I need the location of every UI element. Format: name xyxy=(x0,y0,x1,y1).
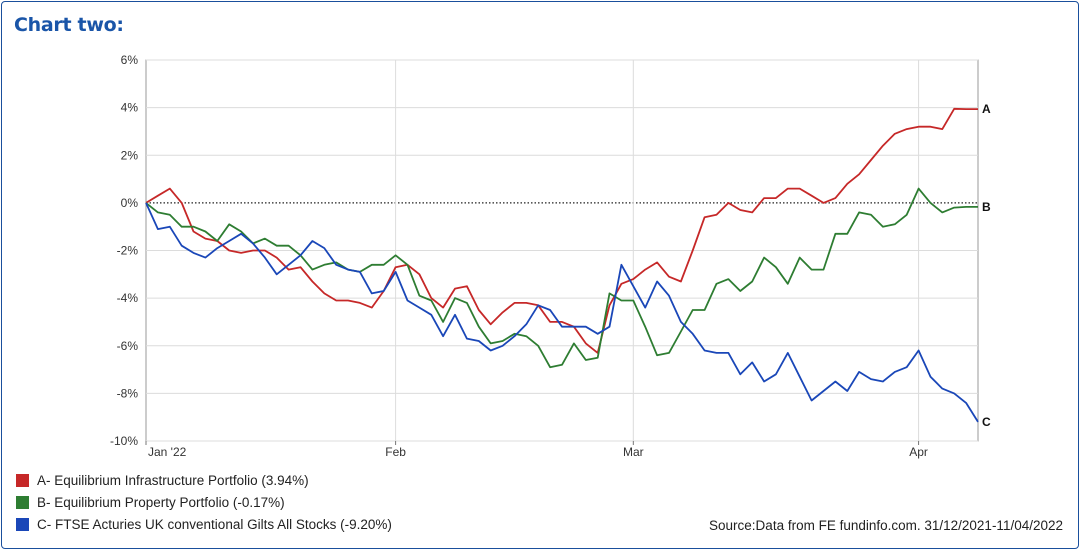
axes: 6% 4% 2% 0% -2% -4% -6% -8% -10% Jan '22 Feb Mar Apr xyxy=(110,53,928,459)
x-tick-label: Jan '22 xyxy=(148,445,187,459)
series-lines xyxy=(145,107,979,423)
series-line-a xyxy=(145,107,978,354)
series-line-c xyxy=(145,202,979,423)
y-tick-label: 4% xyxy=(121,101,139,115)
end-label-b: B xyxy=(982,200,991,214)
legend: A- Equilibrium Infrastructure Portfolio … xyxy=(16,469,392,535)
y-tick-label: 2% xyxy=(121,148,139,162)
x-tick-label: Feb xyxy=(385,445,406,459)
grid xyxy=(145,59,979,442)
legend-label-c: C- FTSE Acturies UK conventional Gilts A… xyxy=(37,516,392,532)
legend-swatch-a xyxy=(16,473,29,487)
end-label-a: A xyxy=(982,102,991,116)
legend-swatch-c xyxy=(16,517,29,531)
chart-heading: Chart two: xyxy=(14,14,124,36)
y-tick-label: 6% xyxy=(121,53,139,67)
source-note: Source:Data from FE fundinfo.com. 31/12/… xyxy=(709,518,1063,533)
legend-label-b: B- Equilibrium Property Portfolio (-0.17… xyxy=(37,494,285,510)
legend-swatch-b xyxy=(16,495,29,509)
y-tick-label: -6% xyxy=(117,339,139,353)
y-tick-label: -2% xyxy=(117,244,139,258)
y-tick-label: 0% xyxy=(121,196,139,210)
legend-label-a: A- Equilibrium Infrastructure Portfolio … xyxy=(37,472,309,488)
y-tick-label: -8% xyxy=(117,386,139,400)
end-label-c: C xyxy=(982,415,991,429)
legend-item-c: C- FTSE Acturies UK conventional Gilts A… xyxy=(16,513,392,535)
legend-item-a: A- Equilibrium Infrastructure Portfolio … xyxy=(16,469,392,491)
y-tick-label: -4% xyxy=(117,291,139,305)
legend-item-b: B- Equilibrium Property Portfolio (-0.17… xyxy=(16,491,392,513)
x-tick-label: Apr xyxy=(909,445,928,459)
y-tick-label: -10% xyxy=(110,434,138,448)
x-tick-label: Mar xyxy=(623,445,644,459)
series-line-b xyxy=(145,187,978,369)
end-labels: A B C xyxy=(982,102,991,429)
